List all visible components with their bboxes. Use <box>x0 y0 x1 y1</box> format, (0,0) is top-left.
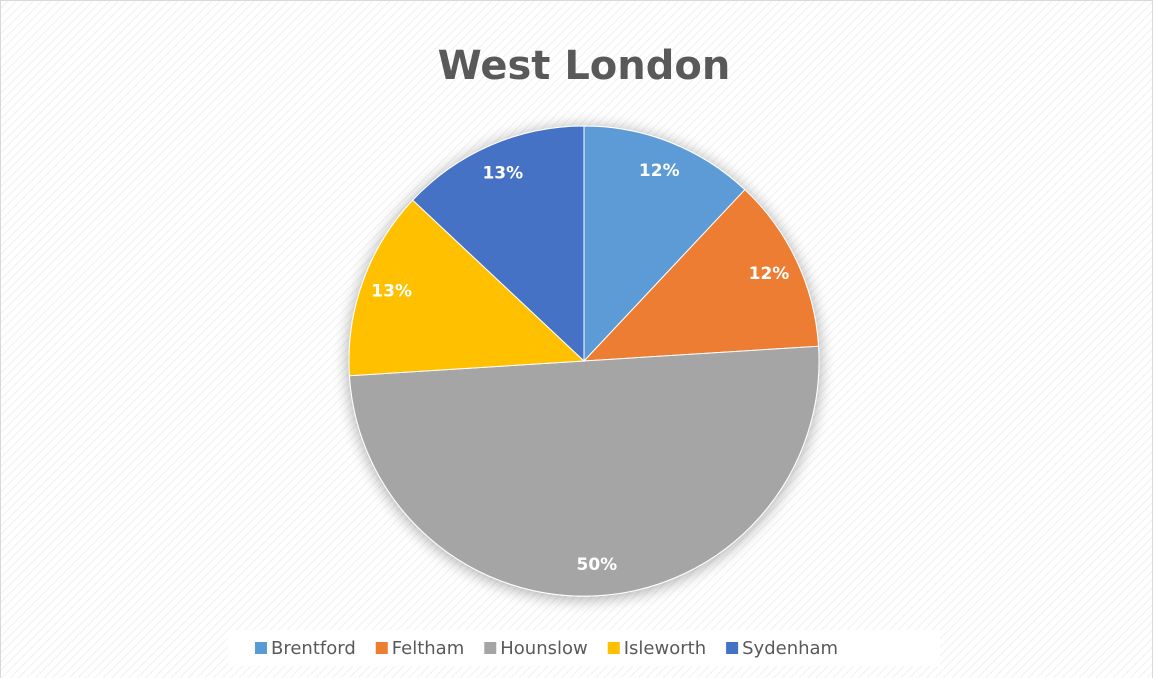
legend-swatch <box>726 642 739 654</box>
chart-title: West London <box>438 43 731 89</box>
legend-swatch <box>607 642 620 654</box>
legend-label: Brentford <box>271 638 356 659</box>
pie-slice <box>348 199 586 377</box>
data-label: 13% <box>482 163 523 183</box>
pie <box>348 125 820 597</box>
pie-slice <box>411 125 585 363</box>
legend-swatch <box>255 642 267 654</box>
legend-background <box>228 630 940 666</box>
data-label: 12% <box>639 161 680 181</box>
legend-label: Feltham <box>392 638 464 659</box>
data-label: 12% <box>749 264 790 284</box>
data-label: 50% <box>576 555 617 575</box>
pie-slice <box>582 188 820 362</box>
legend-label: Isleworth <box>624 638 706 659</box>
legend-swatch <box>484 642 497 654</box>
data-label: 13% <box>371 282 412 302</box>
legend-label: Hounslow <box>500 638 587 659</box>
pie-slice <box>348 345 820 597</box>
pie-slice <box>583 125 746 363</box>
legend-swatch <box>375 642 388 654</box>
legend-label: Sydenham <box>742 638 838 659</box>
